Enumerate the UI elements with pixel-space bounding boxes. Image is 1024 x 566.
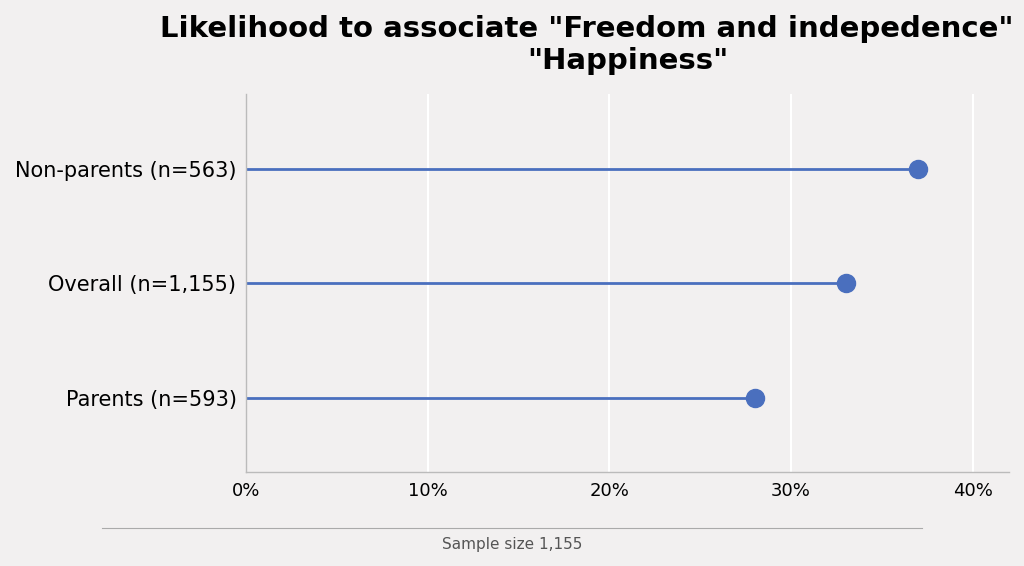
Text: Sample size 1,155: Sample size 1,155 bbox=[441, 537, 583, 552]
Title: Likelihood to associate "Freedom and indepedence" with
"Happiness": Likelihood to associate "Freedom and ind… bbox=[160, 15, 1024, 75]
